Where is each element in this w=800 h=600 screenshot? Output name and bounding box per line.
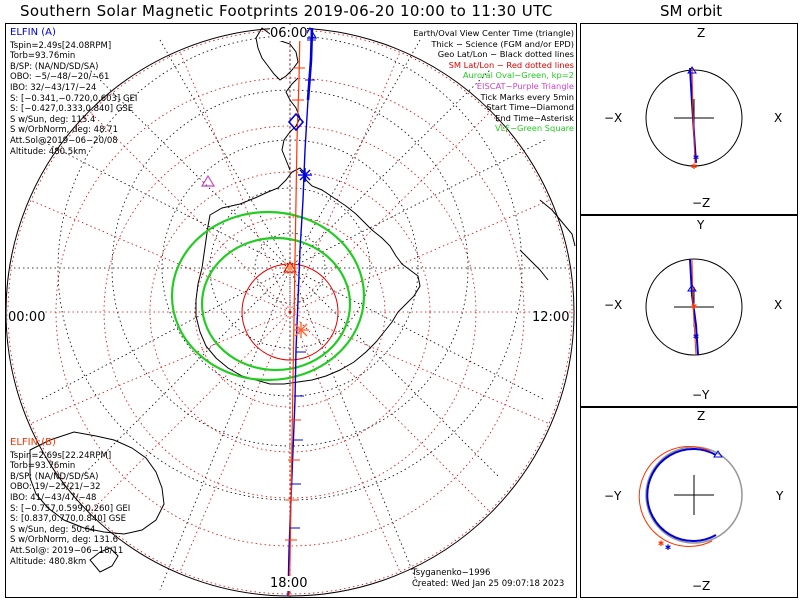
elfin-b-line: Torb=93.76min bbox=[10, 461, 76, 472]
elfin-a-line: B/SP: (NA/ND/SD/SA) bbox=[10, 61, 99, 72]
orbit-xz-label-right: X bbox=[774, 111, 783, 125]
elfin-b-info: ELFIN (B) Tspin=2.69s[22.24RPM] Torb=93.… bbox=[10, 437, 131, 567]
mlt-label-bottom: 18:00 bbox=[270, 576, 308, 591]
legend-item: Auroral Oval−Green, kp=2 bbox=[462, 70, 574, 81]
elfin-b-line: S w/Sun, deg: 50.64 bbox=[10, 524, 96, 535]
orbit-a-path-xy bbox=[689, 258, 699, 356]
elfin-a-end-asterisk bbox=[298, 168, 312, 182]
right-coastline bbox=[519, 249, 549, 281]
legend-item: Geo Lat/Lon − Black dotted lines bbox=[437, 49, 574, 60]
elfin-b-line: IBO: 41/−43/47/−48 bbox=[10, 492, 97, 503]
australia-coastline bbox=[29, 431, 165, 535]
orbit-plot-xy: ✱ ✱ bbox=[645, 258, 743, 356]
elfin-b-line: Altitude: 480.8km bbox=[10, 556, 87, 567]
orbit-plot-xz: ✱ ✱ bbox=[645, 66, 743, 172]
mlt-label-left: 00:00 bbox=[8, 310, 46, 325]
auroral-oval-inner bbox=[200, 236, 352, 372]
legend-item: EISCAT−Purple Triangle bbox=[476, 80, 574, 91]
antarctica-coastline bbox=[195, 167, 421, 385]
elfin-b-title: ELFIN (B) bbox=[10, 437, 56, 448]
map-title: Southern Solar Magnetic Footprints 2019-… bbox=[20, 2, 553, 20]
elfin-b-end-asterisk bbox=[293, 322, 309, 338]
orbit-xy-label-left: −X bbox=[604, 298, 623, 312]
elfin-b-line: Tspin=2.69s[22.24RPM] bbox=[10, 450, 112, 461]
legend-item: Thick − Science (FGM and/or EPD) bbox=[431, 38, 574, 49]
south-america-coastline bbox=[255, 27, 299, 81]
elfin-a-info: ELFIN (A) Tspin=2.49s[24.08RPM] Torb=93.… bbox=[10, 27, 138, 157]
orbit-xz-label-left: −X bbox=[604, 111, 623, 125]
orbit-path-yz-outer bbox=[645, 446, 743, 544]
orbit-b-path-xz bbox=[691, 67, 696, 164]
eiscat-marker bbox=[200, 174, 216, 187]
orbit-plot-yz: ✱ ✱ bbox=[638, 446, 743, 553]
elfin-a-line: S w/OrbNorm, deg: 48.71 bbox=[10, 125, 119, 136]
legend-item: VLF−Green Square bbox=[495, 123, 574, 134]
sm-lon-grid bbox=[8, 28, 574, 596]
svg-text:✱: ✱ bbox=[693, 331, 699, 342]
elfin-b-line: Att.Sol@: 2019−06−18/11 bbox=[10, 545, 124, 556]
mlt-label-top: 06:00 bbox=[270, 26, 308, 41]
orbit-panel-xz bbox=[580, 23, 798, 215]
elfin-a-line: S: [−0.427,0.333,0.840] GSE bbox=[10, 104, 134, 115]
legend-item: End Time−Asterisk bbox=[495, 112, 574, 123]
svg-text:✱: ✱ bbox=[658, 538, 664, 549]
credits: Tsyganenko−1996 Created: Wed Jan 25 09:0… bbox=[412, 568, 564, 589]
svg-text:✱: ✱ bbox=[691, 301, 697, 312]
credits-created: Created: Wed Jan 25 09:07:18 2023 bbox=[412, 578, 565, 589]
legend-item: Tick Marks every 5min bbox=[480, 91, 574, 102]
elfin-b-tick-marks bbox=[285, 67, 305, 541]
orbit-xz-label-bottom: −Z bbox=[692, 196, 711, 210]
orbit-panel-yz bbox=[580, 407, 798, 598]
new-zealand-coastline bbox=[89, 547, 119, 573]
credits-author: Tsyganenko−1996 bbox=[412, 568, 491, 578]
svg-text:✱: ✱ bbox=[693, 152, 699, 163]
orbit-yz-label-bottom: −Z bbox=[692, 579, 711, 593]
elfin-a-line: S w/Sun, deg: 115.4 bbox=[10, 114, 96, 125]
auroral-oval-outer bbox=[170, 210, 366, 382]
elfin-b-line: S w/OrbNorm, deg: 131.6 bbox=[10, 535, 119, 546]
mlt-label-right: 12:00 bbox=[532, 310, 570, 325]
elfin-a-line: Altitude: 480.5km bbox=[10, 146, 87, 157]
orbit-yz-label-right: Y bbox=[776, 489, 784, 503]
elfin-b-line: S: [0.837,0.770,0.840] GSE bbox=[10, 514, 127, 525]
elfin-a-line: Torb=93.76min bbox=[10, 51, 76, 62]
elfin-b-track bbox=[288, 27, 301, 597]
orbit-panel-xy bbox=[580, 215, 798, 407]
legend-item: SM Lat/Lon − Red dotted lines bbox=[448, 59, 574, 70]
geo-lon-grid bbox=[8, 24, 575, 597]
map-legend: Earth/Oval View Center Time (triangle) T… bbox=[413, 28, 574, 134]
orbit-xz-label-top: Z bbox=[697, 26, 706, 40]
orbit-a-path-yz bbox=[646, 448, 717, 542]
elfin-a-line: Att.Sol@2019−06−20/08 bbox=[10, 135, 118, 146]
elfin-a-line: Tspin=2.49s[24.08RPM] bbox=[10, 40, 112, 51]
elfin-a-line: OBO: −5/−48/−20/−61 bbox=[10, 72, 110, 83]
elfin-b-line: B/SP: (NA/ND/SD/SA) bbox=[10, 471, 99, 482]
svg-text:✱: ✱ bbox=[665, 542, 671, 553]
map-frame bbox=[5, 23, 577, 598]
orbit-title: SM orbit bbox=[660, 2, 723, 20]
africa-coastline bbox=[539, 199, 576, 247]
legend-item: Earth/Oval View Center Time (triangle) bbox=[413, 28, 574, 38]
orbit-b-path-xy bbox=[691, 258, 697, 356]
elfin-b-line: OBO: 19/−25/21/−32 bbox=[10, 482, 101, 493]
orbit-xy-label-bottom: −Y bbox=[692, 388, 710, 402]
orbit-xy-label-top: Y bbox=[697, 218, 705, 232]
elfin-a-science-segment bbox=[306, 27, 314, 101]
orbit-xy-label-right: X bbox=[774, 298, 783, 312]
orbit-b-path-yz bbox=[638, 446, 713, 547]
elfin-a-line: S: [−0.341,−0.720,0.603] GEI bbox=[10, 93, 138, 104]
legend-item: Start Time−Diamond bbox=[486, 102, 574, 113]
center-time-triangle bbox=[283, 261, 297, 273]
elfin-a-title: ELFIN (A) bbox=[10, 27, 56, 38]
elfin-a-line: IBO: 32/−43/17/−24 bbox=[10, 82, 97, 93]
elfin-a-start-diamond bbox=[287, 112, 305, 132]
svg-text:✱: ✱ bbox=[691, 161, 697, 172]
elfin-a-tick-marks bbox=[290, 39, 316, 529]
orbit-yz-label-left: −Y bbox=[604, 489, 622, 503]
elfin-b-line: S: [−0.757,0.599,0.260] GEI bbox=[10, 503, 131, 514]
orbit-yz-label-top: Z bbox=[697, 409, 706, 423]
